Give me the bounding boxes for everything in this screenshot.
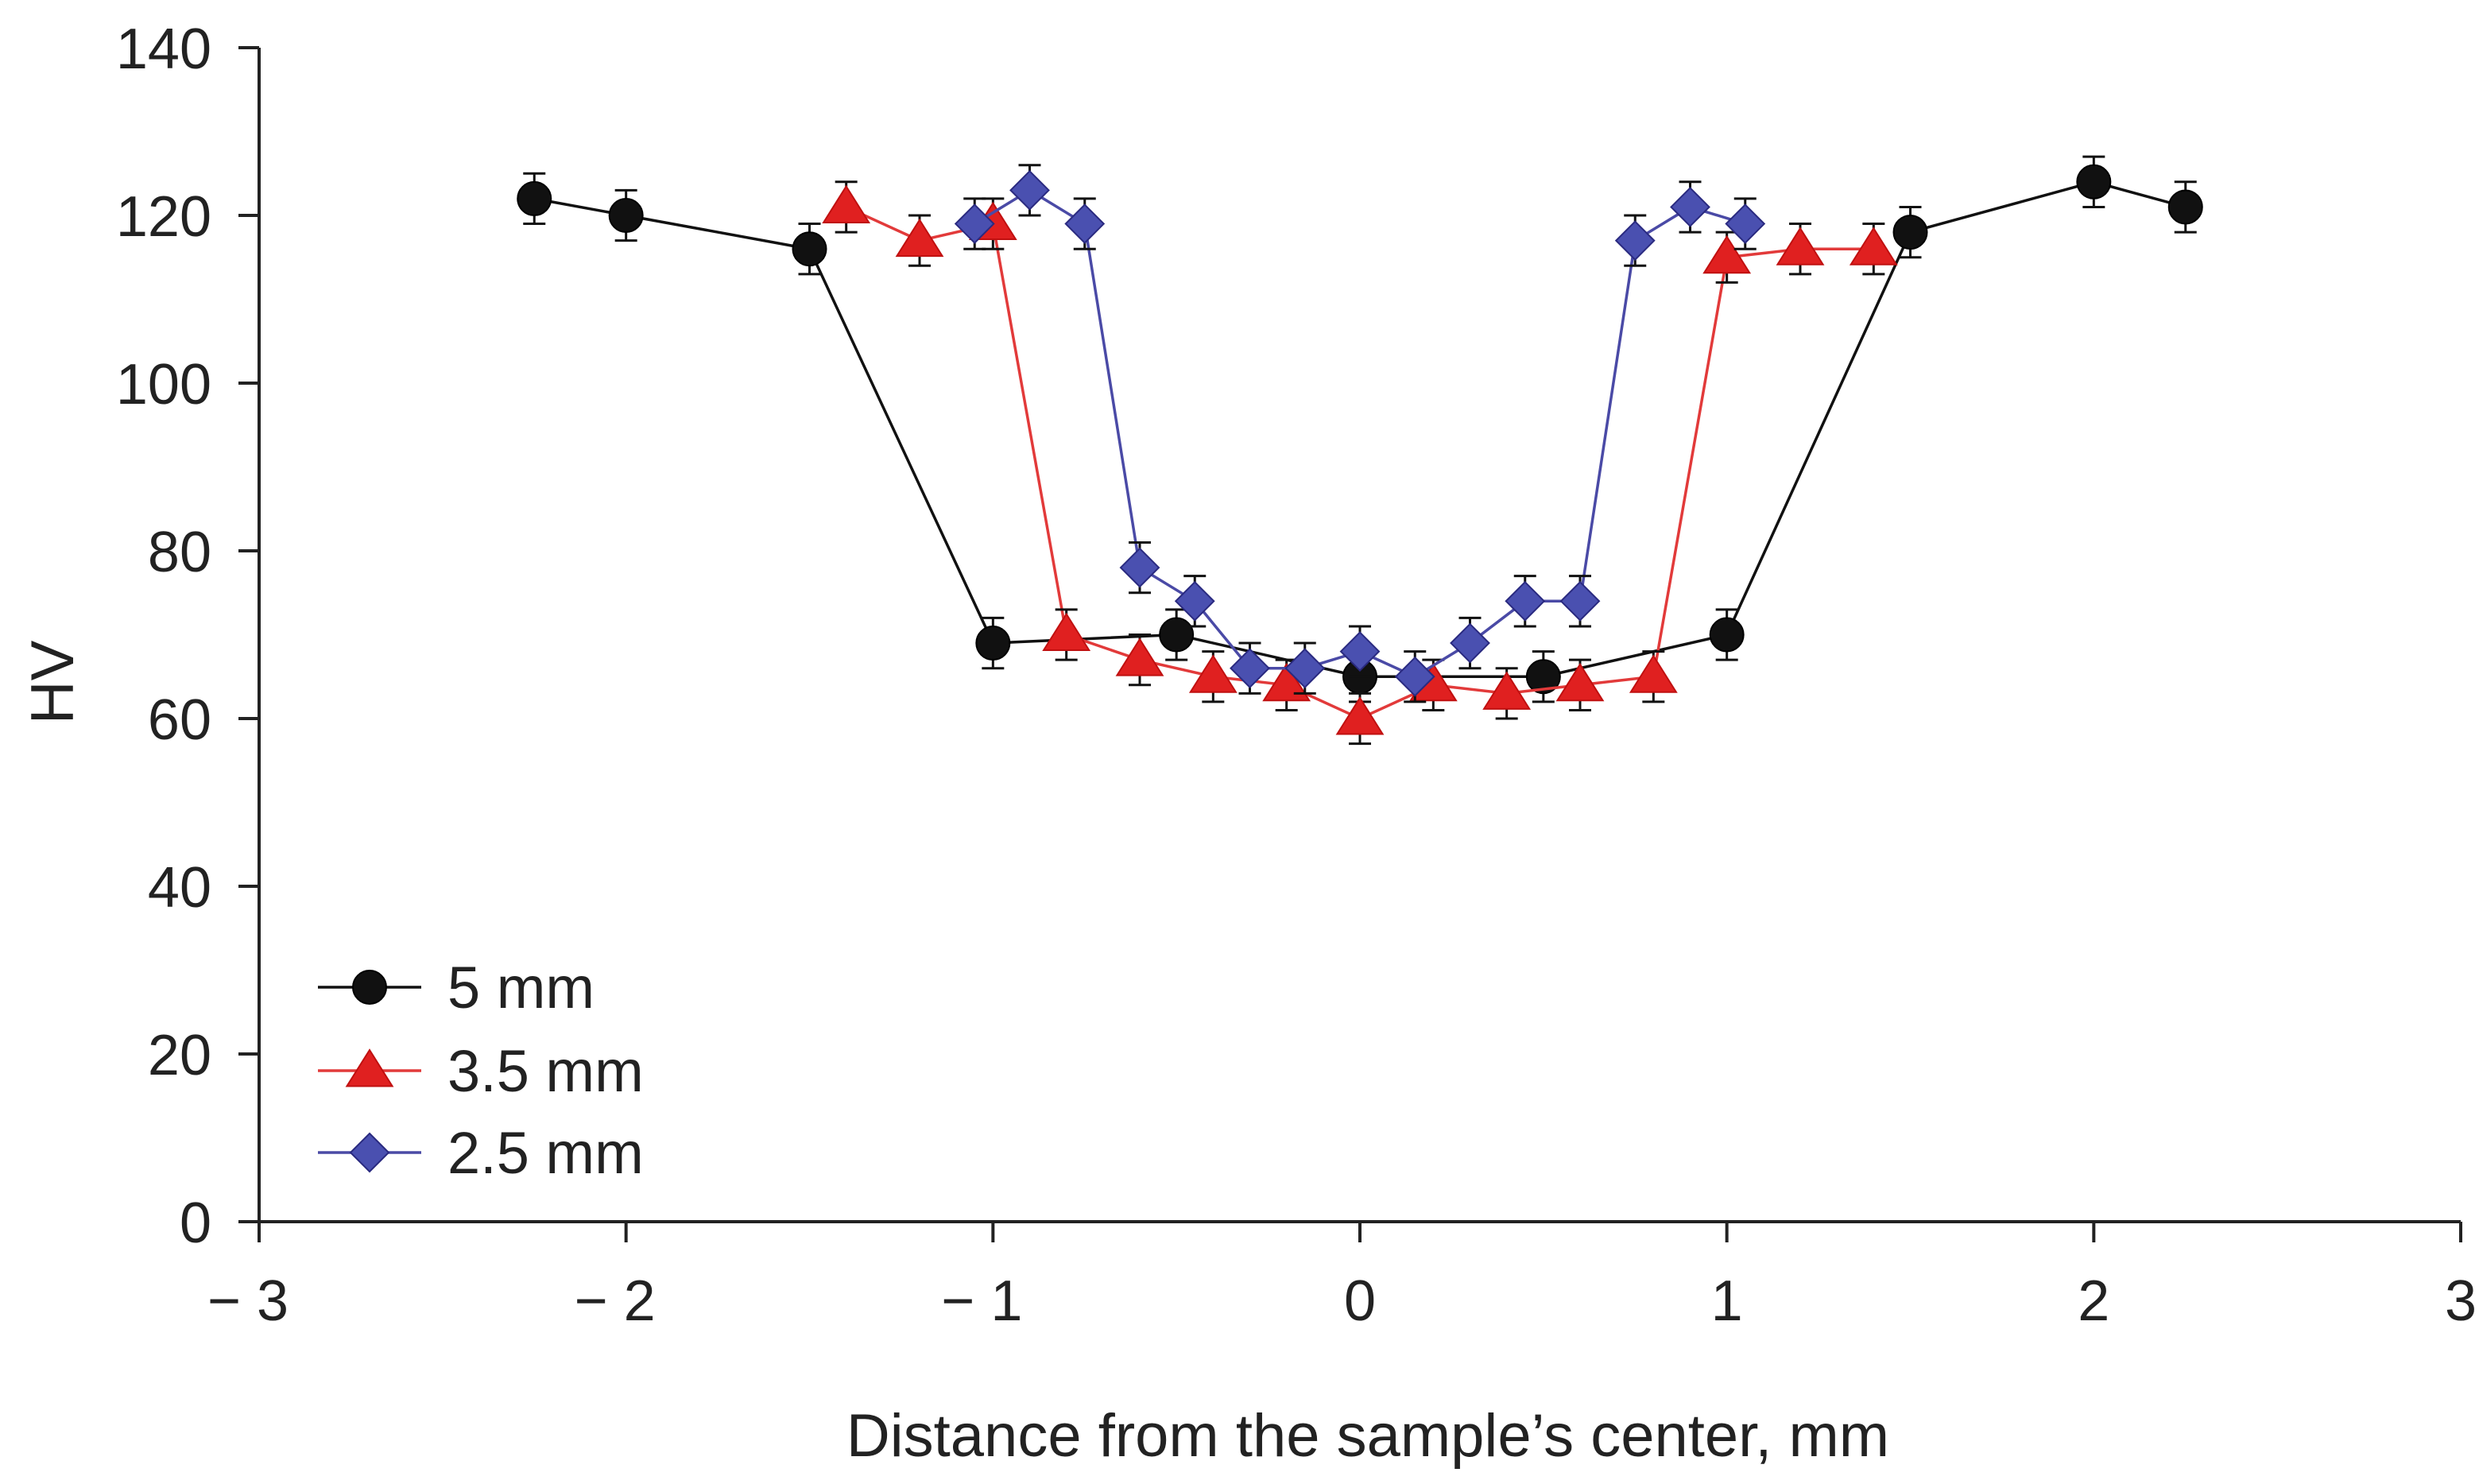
x-tick-label: − 3 [207,1269,289,1333]
legend-label: 5 mm [447,955,595,1021]
data-point [517,180,552,216]
series-line [974,188,1746,679]
data-point [1339,631,1381,672]
series-2-5-mmmm [954,164,1766,703]
data-point [1450,622,1490,664]
data-point [1482,671,1532,710]
data-point [1505,580,1546,622]
data-point [1892,215,1928,250]
x-tick-label: 2 [2078,1269,2109,1333]
data-point [1725,203,1766,244]
data-point [1702,234,1752,274]
data-point [2167,189,2203,225]
x-tick-label: 1 [1711,1269,1743,1333]
data-point [1262,662,1311,702]
data-point [1525,659,1561,695]
data-point [1670,187,1710,227]
data-point [1709,617,1745,653]
x-tick-label: 3 [2445,1269,2477,1333]
legend-entry: 5 mm [318,955,595,1021]
data-point [954,203,995,244]
data-point [1284,648,1326,689]
data-point [1064,203,1106,244]
data-point [895,218,944,258]
legend-entry: 2.5 mm [318,1120,644,1186]
data-point [608,198,644,233]
x-tick-label: − 1 [941,1269,1022,1333]
legend-marker [349,1132,390,1173]
legend-marker [345,1048,394,1087]
y-tick-label: 80 [148,521,211,584]
data-point [1776,227,1825,265]
x-axis-title: Distance from the sample’s center, mm [846,1402,1889,1470]
y-tick-label: 140 [116,17,211,81]
data-point [1614,220,1656,262]
data-point [822,184,871,223]
data-point [975,626,1011,661]
data-point [1394,656,1435,697]
y-tick-label: 40 [148,856,211,920]
y-tick-label: 20 [148,1024,211,1087]
x-tick-label: 0 [1344,1269,1376,1333]
y-axis-title: HV [19,640,87,724]
axes-layer: 0 20 40 60 80 100 120 140 − 3 − 2 − 1 0 1 2 3 Distance … [19,17,2477,1470]
data-point [792,231,827,267]
data-point [1335,696,1385,735]
data-point [1849,227,1898,265]
data-point [1230,648,1270,689]
data-point [2076,164,2112,200]
series-5-mmmm [517,155,2203,703]
legend: 5 mm 3.5 mm 2.5 mm [318,955,644,1186]
series-line [533,180,2187,678]
data-point [1159,617,1195,653]
data-point [1555,662,1605,702]
y-tick-label: 60 [148,688,211,752]
legend-label: 3.5 mm [447,1038,644,1104]
legend-label: 2.5 mm [447,1120,644,1186]
y-tick-label: 100 [116,353,211,417]
data-point [1042,612,1091,651]
series-layer [517,155,2203,746]
legend-entry: 3.5 mm [318,1038,644,1104]
data-point [1009,169,1050,211]
legend-marker [352,970,387,1005]
data-point [1559,580,1601,622]
data-point [1115,637,1164,676]
data-point [1629,654,1678,693]
y-tick-label: 120 [116,185,211,249]
data-point [1119,547,1160,588]
y-tick-label: 0 [180,1191,211,1255]
x-tick-label: − 2 [575,1269,656,1333]
data-point [1174,580,1215,622]
data-point [1188,654,1238,693]
